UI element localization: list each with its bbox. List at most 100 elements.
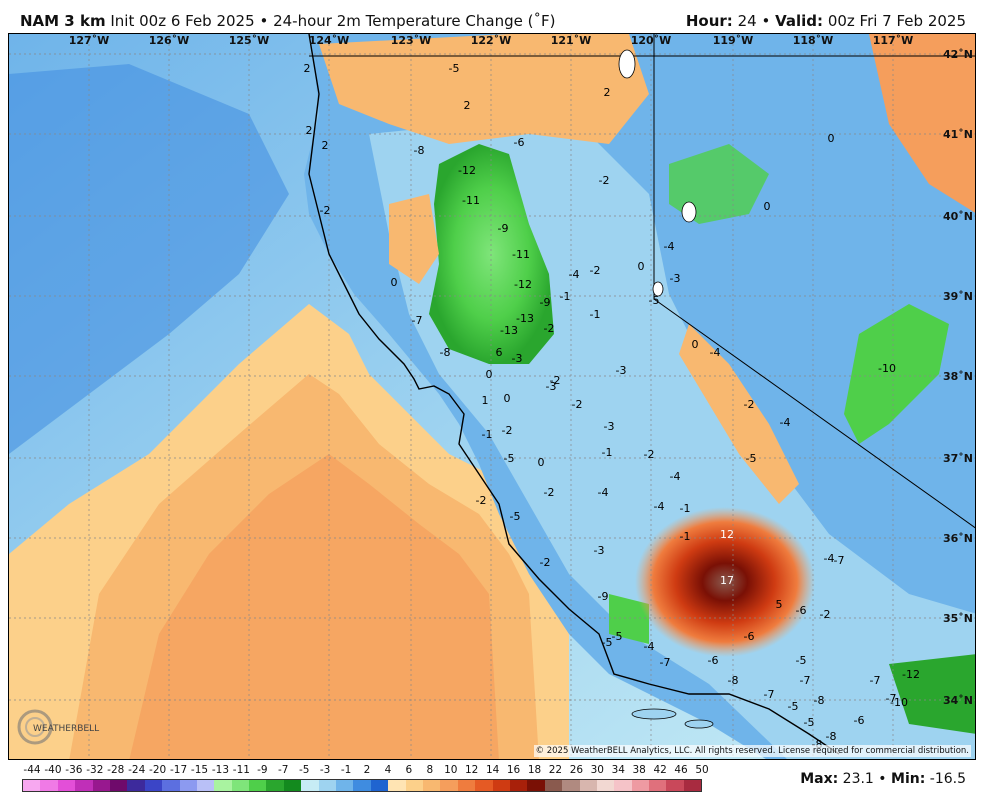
longitude-label: 118˚W <box>793 34 834 47</box>
map-value-label: 0 <box>638 260 645 273</box>
legend-swatch <box>283 780 302 791</box>
map-value-label: -7 <box>870 674 881 687</box>
nevada-cold-area <box>844 304 949 444</box>
map-value-label: -4 <box>598 486 609 499</box>
map-value-label: -3 <box>616 364 627 377</box>
legend-swatch <box>492 780 510 791</box>
latitude-label: 41˚N <box>943 128 973 141</box>
map-value-label: -5 <box>602 636 613 649</box>
map-value-label: -4 <box>569 268 580 281</box>
map-value-label: -2 <box>502 424 513 437</box>
map-value-label: 0 <box>486 368 493 381</box>
map-panel[interactable]: 127˚W 126˚W 125˚W 124˚W 123˚W 122˚W 121˚W 120˚W… <box>8 33 976 760</box>
longitude-label: 124˚W <box>309 34 350 47</box>
map-value-label: -10 <box>890 696 908 709</box>
legend-label: 12 <box>465 764 479 776</box>
legend-label: 4 <box>384 764 392 776</box>
map-value-label: -6 <box>514 136 525 149</box>
legend-swatch <box>353 780 371 791</box>
legend-label: -40 <box>44 764 62 776</box>
legend-swatch <box>144 780 163 791</box>
legend-label: 16 <box>506 764 521 776</box>
legend-swatch <box>666 780 684 791</box>
legend-label: -17 <box>169 764 188 776</box>
map-value-label: -5 <box>804 716 815 729</box>
map-value-label: -6 <box>854 714 865 727</box>
northeast-cold-area <box>669 144 769 224</box>
map-value-label: 0 <box>538 456 545 469</box>
legend-labels: -44 -40 -36 -32 -28 -24 -20 -17 -15 -13 -11 -9 -7 -5-… <box>22 764 708 778</box>
map-value-label: -1 <box>680 502 691 515</box>
legend-swatch <box>509 780 528 791</box>
legend-swatch <box>457 780 476 791</box>
legend-label: 26 <box>569 764 584 776</box>
map-value-label: -2 <box>820 608 831 621</box>
map-value-label: -1 <box>680 530 691 543</box>
map-value-label: -6 <box>744 630 755 643</box>
latitude-label: 39˚N <box>943 290 973 303</box>
valid-value: 00z Fri 7 Feb 2025 <box>827 12 966 30</box>
map-value-label: -9 <box>498 222 509 235</box>
legend-label: 6 <box>405 764 413 776</box>
legend-label: -24 <box>128 764 146 776</box>
latitude-label: 37˚N <box>943 452 973 465</box>
legend-label: -5 <box>298 764 310 776</box>
map-value-label: -6 <box>708 654 719 667</box>
map-value-label: -13 <box>500 324 518 337</box>
legend-swatch <box>579 780 597 791</box>
max-label: Max: <box>800 771 839 787</box>
longitude-label: 127˚W <box>69 34 110 47</box>
legend-swatch <box>23 780 41 791</box>
legend-swatch <box>318 780 337 791</box>
map-value-label: 2 <box>306 124 313 137</box>
map-value-label: -4 <box>654 500 665 513</box>
map-value-label: 2 <box>304 62 311 75</box>
map-value-label: -11 <box>462 194 480 207</box>
socal-coast-cold-area <box>609 594 649 644</box>
map-value-label: -8 <box>414 144 425 157</box>
map-value-label: 2 <box>604 86 611 99</box>
map-value-label: -5 <box>746 452 757 465</box>
lake-tahoe-icon <box>652 281 664 297</box>
latitude-label: 40˚N <box>943 210 973 223</box>
title-separator: • <box>259 12 269 30</box>
legend-swatch <box>179 780 197 791</box>
map-value-label: -2 <box>550 374 561 387</box>
longitude-label: 121˚W <box>551 34 592 47</box>
legend-label: -11 <box>232 764 250 776</box>
map-value-label: -4 <box>664 240 675 253</box>
map-value-label: -3 <box>594 544 605 557</box>
ocean-warmest-zone <box>129 454 499 759</box>
map-value-label: -8 <box>440 346 451 359</box>
legend-swatch <box>422 780 441 791</box>
map-value-label: -7 <box>886 692 897 705</box>
latitude-label: 38˚N <box>943 370 973 383</box>
coast-range-warm-area <box>389 194 439 284</box>
longitude-label: 117˚W <box>873 34 914 47</box>
legend-label: 14 <box>485 764 500 776</box>
legend-swatch <box>614 780 632 791</box>
logo-text: WEATHERBELL <box>33 724 99 734</box>
map-value-label: -2 <box>544 486 555 499</box>
map-value-label: -7 <box>412 314 423 327</box>
map-value-label: 1 <box>482 394 489 407</box>
weatherbell-logo: WEATHERBELL <box>15 707 105 747</box>
legend-label: 8 <box>426 764 434 776</box>
legend-swatch <box>405 780 423 791</box>
map-value-label: 0 <box>828 132 835 145</box>
map-value-label: -5 <box>449 62 460 75</box>
legend-label: 34 <box>611 764 625 776</box>
map-value-label: -5 <box>612 630 623 643</box>
map-value-label: -3 <box>604 420 615 433</box>
map-value-label: -4 <box>710 346 721 359</box>
legend-swatch <box>301 780 319 791</box>
legend-label: 30 <box>590 764 604 776</box>
southeast-cold-area <box>889 654 975 734</box>
map-value-label: -8 <box>728 674 739 687</box>
legend-swatch <box>562 780 580 791</box>
map-value-label: -2 <box>544 322 555 335</box>
legend-swatch <box>631 780 650 791</box>
hour-value: 24 <box>737 12 757 30</box>
legend-swatch <box>214 780 232 791</box>
map-value-label: -2 <box>599 174 610 187</box>
